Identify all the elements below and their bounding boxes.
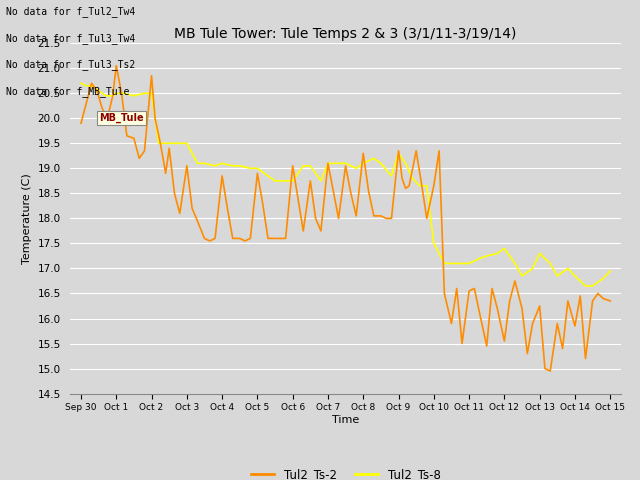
Tul2_Ts-8 [300, 163, 307, 169]
Tul2_Ts-8 [529, 265, 536, 271]
Tul2_Ts-2 [99, 106, 106, 111]
Text: MB_Tule: MB_Tule [99, 112, 144, 123]
Line: Tul2_Ts-8: Tul2_Ts-8 [81, 83, 610, 286]
Y-axis label: Temperature (C): Temperature (C) [22, 173, 32, 264]
X-axis label: Time: Time [332, 415, 359, 425]
Tul2_Ts-2 [447, 321, 455, 326]
Tul2_Ts-2 [606, 298, 614, 304]
Line: Tul2_Ts-2: Tul2_Ts-2 [81, 66, 610, 371]
Text: No data for f_Tul3_Tw4: No data for f_Tul3_Tw4 [6, 33, 136, 44]
Tul2_Ts-2 [77, 120, 85, 126]
Tul2_Ts-2 [171, 191, 179, 196]
Tul2_Ts-8 [77, 80, 85, 86]
Text: No data for f_Tul3_Ts2: No data for f_Tul3_Ts2 [6, 59, 136, 70]
Tul2_Ts-8 [589, 283, 596, 289]
Tul2_Ts-2 [435, 148, 443, 154]
Tul2_Ts-8 [582, 283, 589, 289]
Tul2_Ts-8 [193, 160, 201, 166]
Tul2_Ts-8 [229, 163, 237, 169]
Tul2_Ts-2 [113, 63, 120, 69]
Tul2_Ts-2 [547, 368, 554, 374]
Tul2_Ts-2 [465, 288, 473, 294]
Tul2_Ts-8 [353, 166, 360, 171]
Tul2_Ts-2 [470, 286, 478, 291]
Title: MB Tule Tower: Tule Temps 2 & 3 (3/1/11-3/19/14): MB Tule Tower: Tule Temps 2 & 3 (3/1/11-… [175, 27, 516, 41]
Text: No data for f_MB_Tule: No data for f_MB_Tule [6, 85, 130, 96]
Legend: Tul2_Ts-2, Tul2_Ts-8: Tul2_Ts-2, Tul2_Ts-8 [246, 463, 445, 480]
Tul2_Ts-8 [606, 268, 614, 274]
Text: No data for f_Tul2_Tw4: No data for f_Tul2_Tw4 [6, 6, 136, 17]
